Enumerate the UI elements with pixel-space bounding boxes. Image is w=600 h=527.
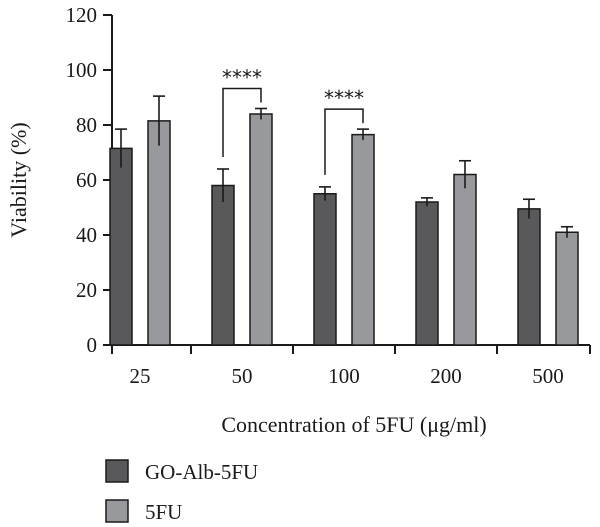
significance-annotations: **** ****: [222, 66, 364, 175]
bar-5fu-25: [147, 120, 171, 346]
bar-5fu-200: [453, 173, 477, 346]
x-tick-label: 100: [328, 364, 360, 388]
bar-go-alb-5fu-200: [415, 201, 439, 346]
significance-bracket: [324, 108, 364, 175]
bar-5fu-50: [249, 113, 273, 346]
bar-go-alb-5fu-50: [211, 184, 235, 346]
legend-swatch: [105, 459, 129, 483]
x-axis-title: Concentration of 5FU (μg/ml): [221, 412, 486, 437]
y-tick-label: 60: [76, 168, 97, 192]
bar-go-alb-5fu-100: [313, 193, 337, 346]
y-axis-title: Viability (%): [6, 122, 31, 237]
bar-go-alb-5fu-500: [517, 208, 541, 346]
x-tick-label: 500: [532, 364, 564, 388]
legend-label: GO-Alb-5FU: [145, 460, 258, 484]
bar-5fu-500: [555, 231, 579, 346]
bar-go-alb-5fu-25: [109, 147, 133, 346]
legend: GO-Alb-5FU 5FU: [105, 459, 258, 524]
x-axis: 25 50 100 200 500: [111, 344, 591, 388]
y-tick-label: 100: [66, 58, 98, 82]
x-tick-label: 50: [232, 364, 253, 388]
y-axis: 0 20 40 60 80 100 120: [66, 3, 113, 357]
significance-label: ****: [324, 86, 364, 110]
significance-bracket: [222, 87, 262, 157]
x-tick-label: 200: [430, 364, 462, 388]
y-tick-label: 20: [76, 278, 97, 302]
y-tick-label: 0: [87, 333, 98, 357]
legend-swatch: [105, 499, 129, 523]
legend-label: 5FU: [145, 500, 182, 524]
error-bars: [115, 95, 573, 238]
significance-label: ****: [222, 66, 262, 90]
y-tick-label: 40: [76, 223, 97, 247]
y-tick-label: 120: [66, 3, 98, 27]
bars: [109, 113, 579, 346]
y-tick-label: 80: [76, 113, 97, 137]
bar-5fu-100: [351, 133, 375, 346]
x-tick-label: 25: [130, 364, 151, 388]
